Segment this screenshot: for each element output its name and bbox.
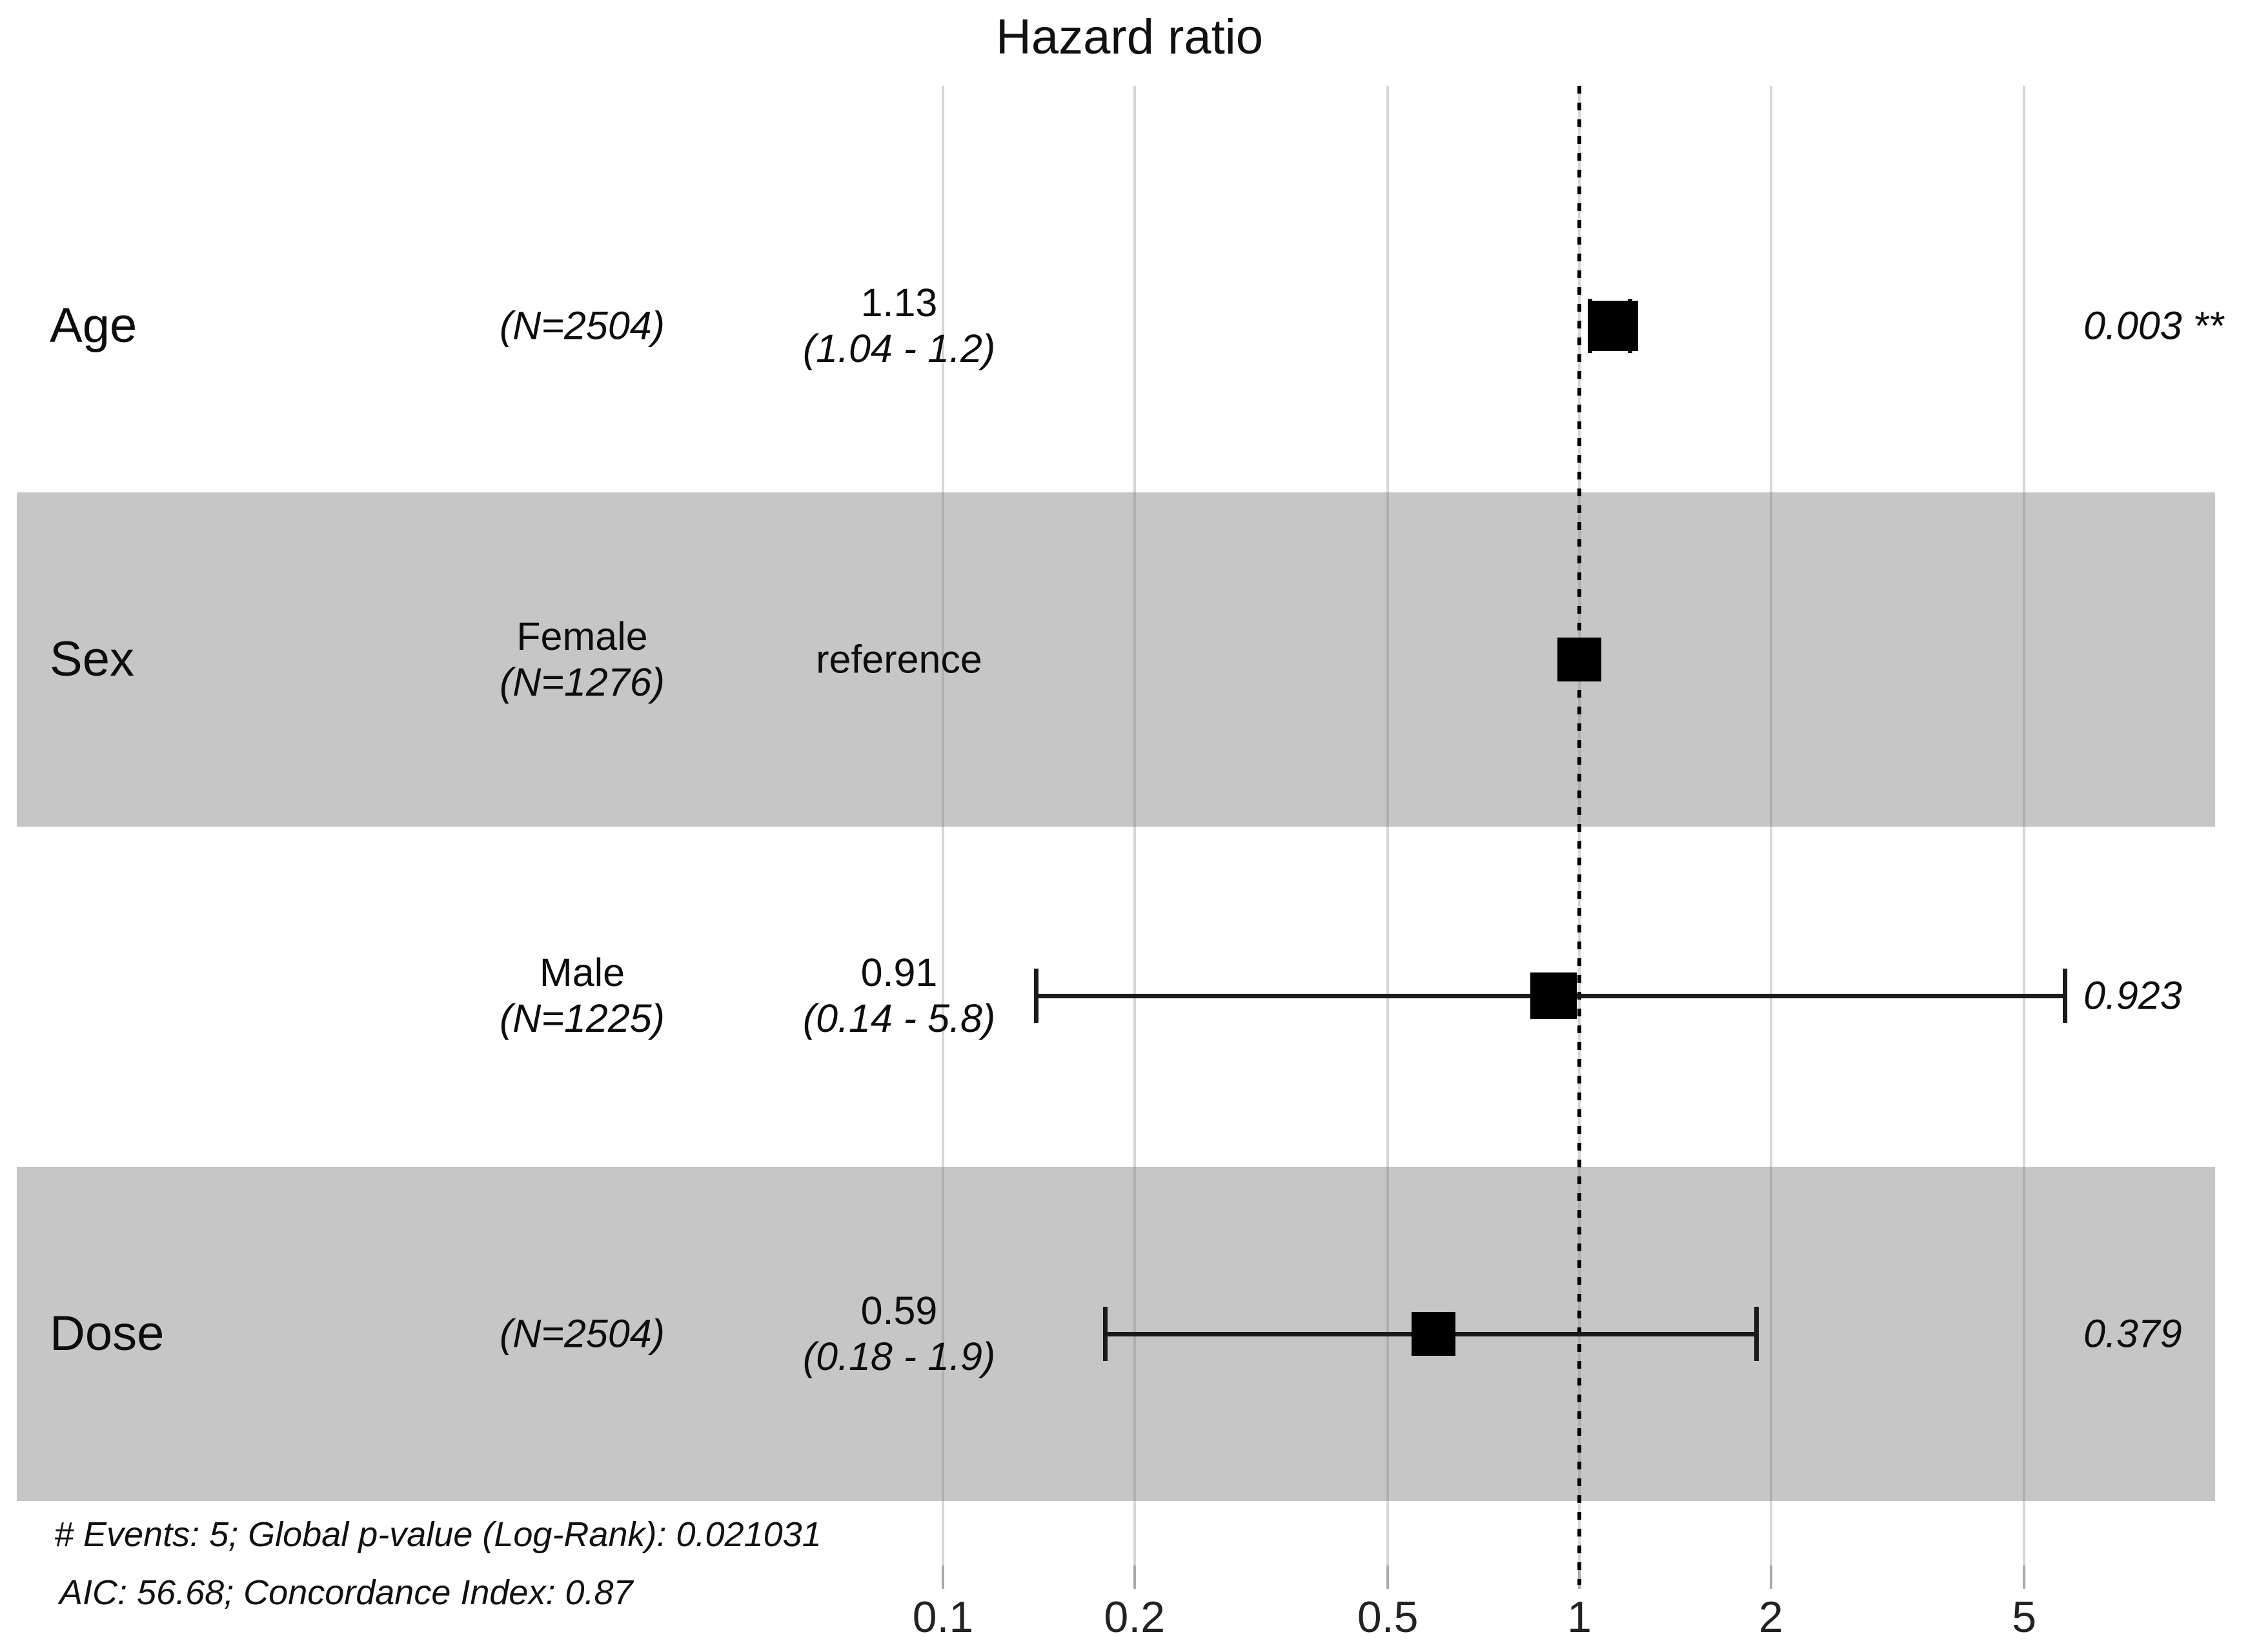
row-n-count: (N=2504) (499, 1311, 665, 1356)
gridline (1769, 86, 1772, 1566)
axis-tick-label: 1 (1567, 1593, 1592, 1642)
ci-cap-low (1033, 969, 1038, 1023)
row-estimate-value: 0.91 (860, 951, 938, 994)
footnote-aic-concordance: AIC: 56.68; Concordance Index: 0.87 (59, 1573, 633, 1612)
hr-marker (1530, 972, 1577, 1019)
row-n-label: Female (N=1276) (500, 614, 665, 705)
hr-marker (1588, 301, 1639, 351)
axis-tick (2023, 1566, 2026, 1589)
row-n-label: (N=2504) (500, 1311, 665, 1357)
row-estimate-value: 1.13 (860, 281, 938, 325)
axis-tick-label: 0.1 (912, 1593, 974, 1642)
row-variable-label: Age (50, 298, 137, 353)
row-estimate-value: 0.59 (860, 1289, 938, 1333)
axis-tick (1769, 1566, 1772, 1589)
ci-cap-high (1754, 1307, 1759, 1361)
row-estimate-label: reference (816, 637, 982, 683)
axis-tick-label: 0.5 (1357, 1593, 1419, 1642)
axis-tick (1133, 1566, 1136, 1589)
axis-tick (942, 1566, 944, 1589)
ci-cap-low (1103, 1307, 1108, 1361)
axis-tick (1386, 1566, 1390, 1589)
row-estimate-label: 0.59 (0.18 - 1.9) (803, 1288, 995, 1380)
row-n-label: Male (N=1225) (500, 950, 665, 1042)
row-estimate-label: 1.13 (1.04 - 1.2) (803, 280, 995, 372)
row-n-count: (N=2504) (499, 303, 665, 348)
reference-line (1577, 86, 1581, 1585)
row-p-value: 0.003 ** (2083, 303, 2224, 348)
hr-marker (1557, 638, 1601, 681)
row-level-label: Female (516, 614, 648, 658)
axis-tick-label: 0.2 (1104, 1593, 1166, 1642)
ci-cap-high (2063, 969, 2068, 1023)
row-n-count: (N=1276) (499, 660, 665, 704)
row-p-value: 0.923 (2083, 973, 2182, 1018)
row-level-label: Male (539, 951, 625, 994)
row-shaded-band (17, 492, 2215, 827)
row-p-value: 0.379 (2083, 1311, 2182, 1356)
row-estimate-value: reference (816, 637, 982, 681)
hr-marker (1412, 1312, 1456, 1356)
row-ci-label: (1.04 - 1.2) (802, 327, 996, 370)
row-ci-label: (0.14 - 5.8) (802, 996, 996, 1040)
row-n-count: (N=1225) (499, 996, 665, 1040)
chart-title: Hazard ratio (996, 10, 1263, 65)
axis-tick-label: 5 (2012, 1593, 2037, 1642)
gridline (2023, 86, 2026, 1566)
row-variable-label: Sex (50, 632, 134, 687)
gridline (942, 86, 944, 1566)
row-estimate-label: 0.91 (0.14 - 5.8) (803, 950, 995, 1042)
gridline (1386, 86, 1390, 1566)
row-n-label: (N=2504) (500, 303, 665, 349)
axis-tick-label: 2 (1758, 1593, 1783, 1642)
row-variable-label: Dose (50, 1306, 165, 1361)
gridline (1133, 86, 1136, 1566)
row-ci-label: (0.18 - 1.9) (802, 1335, 996, 1378)
footnote-events-pvalue: # Events: 5; Global p-value (Log-Rank): … (54, 1515, 822, 1554)
